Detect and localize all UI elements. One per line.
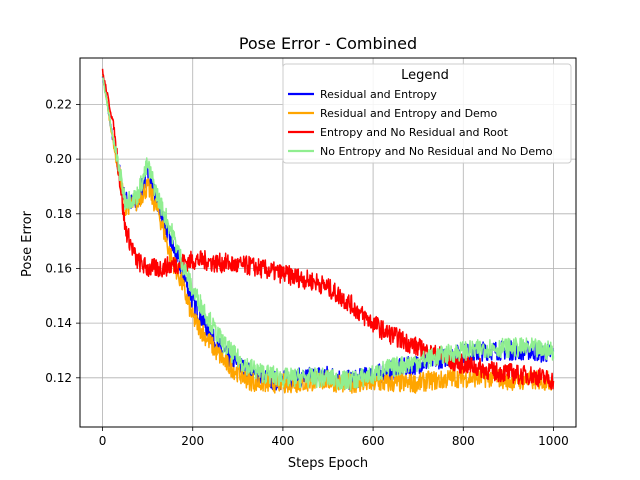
chart-title: Pose Error - Combined: [239, 34, 417, 53]
legend[interactable]: Legend Residual and Entropy Residual and E…: [282, 63, 572, 164]
legend-label-3[interactable]: Entropy and No Residual and Root: [320, 126, 509, 139]
x-tick-label: 1000: [538, 434, 569, 448]
series-line-3: [101, 68, 555, 390]
y-tick-label: 0.16: [45, 261, 72, 275]
legend-label-1[interactable]: Residual and Entropy: [320, 88, 437, 101]
tick-labels: 0 200 400 600 800 1000 0.12 0.14 0.16 0.18 0.20 0.2…: [45, 97, 568, 448]
y-tick-label: 0.20: [45, 152, 72, 166]
x-axis-label: Steps Epoch: [288, 456, 368, 471]
plot-frame: [79, 57, 577, 428]
x-tick-label: 600: [362, 434, 385, 448]
y-tick-label: 0.14: [45, 316, 72, 330]
series-line-4: [102, 77, 555, 391]
legend-box: [282, 63, 572, 164]
x-tick-label: 0: [99, 434, 107, 448]
legend-title: Legend: [401, 68, 449, 83]
x-tick-label: 200: [181, 434, 204, 448]
series-lines: [101, 68, 555, 394]
x-tick-label: 800: [452, 434, 475, 448]
y-tick-label: 0.18: [45, 207, 72, 221]
legend-label-4[interactable]: No Entropy and No Residual and No Demo: [320, 145, 553, 158]
x-tick-label: 400: [271, 434, 294, 448]
y-tick-label: 0.12: [45, 371, 72, 385]
y-tick-label: 0.22: [45, 97, 72, 111]
legend-label-2[interactable]: Residual and Entropy and Demo: [320, 107, 498, 120]
axes: [76, 57, 577, 431]
y-axis-label: Pose Error: [20, 210, 35, 277]
